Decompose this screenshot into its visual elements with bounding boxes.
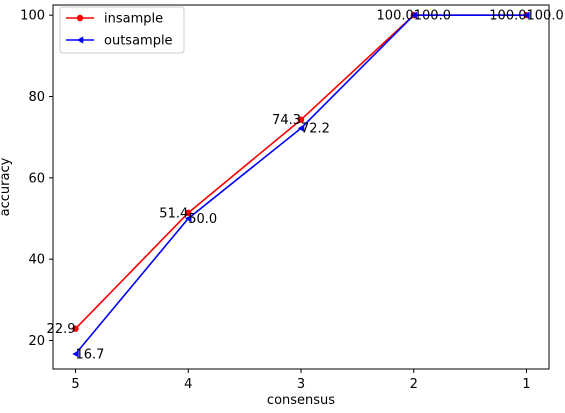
data-label-outsample: 100.0 xyxy=(527,9,564,24)
y-axis-label: accuracy xyxy=(0,157,13,216)
series-layer xyxy=(72,11,530,358)
y-tick-label: 40 xyxy=(28,253,45,268)
data-point-insample xyxy=(297,116,305,123)
y-tick-label: 100 xyxy=(20,9,45,24)
data-label-insample: 100.0 xyxy=(489,9,526,24)
legend-label-outsample: outsample xyxy=(104,34,173,49)
data-label-insample: 22.9 xyxy=(47,322,76,337)
data-label-insample: 100.0 xyxy=(377,9,414,24)
data-label-insample: 74.3 xyxy=(272,113,301,128)
data-label-outsample: 16.7 xyxy=(76,347,105,362)
data-label-outsample: 50.0 xyxy=(188,212,217,227)
legend-marker-insample xyxy=(76,14,84,22)
x-tick-label: 5 xyxy=(71,377,79,392)
data-label-outsample: 72.2 xyxy=(301,122,330,137)
legend-label-insample: insample xyxy=(104,12,163,27)
plot-area xyxy=(53,5,549,369)
x-tick-label: 3 xyxy=(297,377,305,392)
x-axis-label: consensus xyxy=(267,393,335,408)
x-tick-label: 1 xyxy=(522,377,530,392)
data-point-insample xyxy=(72,325,79,332)
legend-marker-outsample xyxy=(76,36,84,44)
data-point-outsample xyxy=(523,11,530,19)
x-axis: 5 4 3 2 1 xyxy=(71,369,531,392)
legend: insample outsample xyxy=(59,6,185,54)
y-tick-label: 20 xyxy=(28,334,45,349)
y-tick-label: 60 xyxy=(28,171,45,186)
x-tick-label: 4 xyxy=(184,377,192,392)
y-axis: 20 40 60 80 100 xyxy=(20,9,53,349)
data-point-outsample xyxy=(72,350,79,358)
x-tick-label: 2 xyxy=(410,377,418,392)
data-point-outsample xyxy=(185,214,192,223)
data-point-outsample xyxy=(297,124,305,132)
data-label-outsample: 100.0 xyxy=(414,9,451,24)
data-point-insample xyxy=(185,209,192,217)
data-label-insample: 51.4 xyxy=(159,206,188,221)
y-tick-label: 80 xyxy=(28,90,45,105)
data-point-outsample xyxy=(410,11,417,19)
